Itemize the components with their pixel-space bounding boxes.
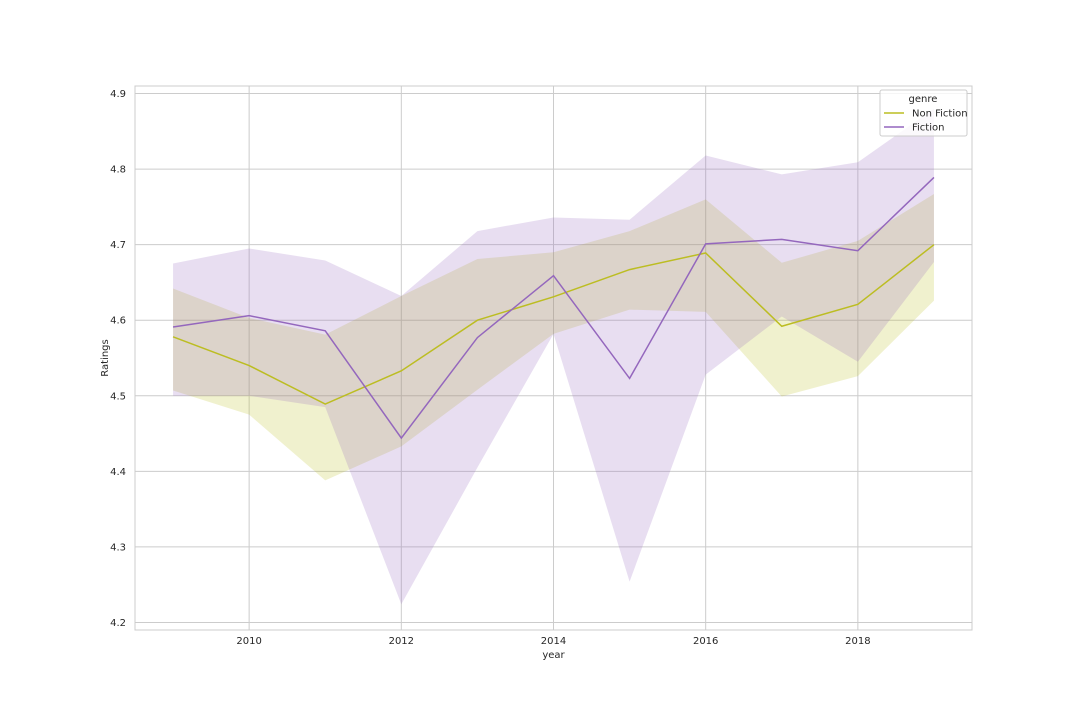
fiction-confidence-band bbox=[173, 108, 934, 605]
legend: genre Non Fiction Fiction bbox=[879, 89, 968, 137]
y-tick-label: 4.2 bbox=[110, 618, 126, 629]
x-axis-ticks: 2010 2012 2014 2016 2018 bbox=[236, 636, 870, 647]
legend-label-fiction: Fiction bbox=[912, 123, 944, 134]
legend-box bbox=[879, 89, 968, 137]
y-tick-label: 4.3 bbox=[110, 542, 126, 553]
x-axis-label: year bbox=[542, 650, 565, 661]
plot-area bbox=[134, 85, 973, 631]
y-tick-label: 4.7 bbox=[110, 240, 126, 251]
confidence-bands bbox=[173, 108, 934, 605]
x-tick-label: 2010 bbox=[236, 636, 261, 647]
non-fiction-line bbox=[172, 244, 935, 405]
plot-frame bbox=[134, 85, 973, 631]
x-tick-label: 2018 bbox=[845, 636, 870, 647]
x-tick-label: 2012 bbox=[389, 636, 414, 647]
y-tick-label: 4.6 bbox=[110, 316, 126, 327]
x-tick-label: 2016 bbox=[693, 636, 718, 647]
x-tick-label: 2014 bbox=[541, 636, 566, 647]
legend-entries: Non Fiction Fiction bbox=[884, 109, 968, 134]
legend-entry-non-fiction: Non Fiction bbox=[884, 109, 968, 120]
y-tick-label: 4.5 bbox=[110, 391, 126, 402]
y-axis-ticks: 4.2 4.3 4.4 4.5 4.6 4.7 4.8 4.9 bbox=[110, 89, 126, 629]
grid bbox=[135, 86, 972, 630]
y-tick-label: 4.9 bbox=[110, 89, 126, 100]
legend-entry-fiction: Fiction bbox=[884, 123, 944, 134]
series-lines bbox=[172, 176, 935, 440]
non-fiction-confidence-band bbox=[173, 194, 934, 481]
fiction-line bbox=[172, 176, 935, 440]
y-axis-label: Ratings bbox=[100, 339, 111, 376]
legend-label-non-fiction: Non Fiction bbox=[912, 109, 968, 120]
y-tick-label: 4.8 bbox=[110, 165, 126, 176]
legend-title: genre bbox=[909, 94, 938, 105]
y-tick-label: 4.4 bbox=[110, 467, 126, 478]
